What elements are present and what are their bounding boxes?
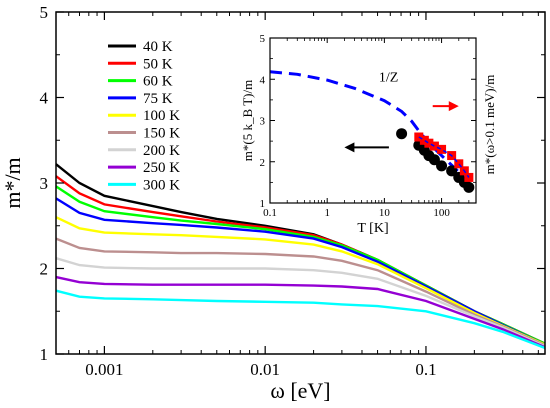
series-line-60-k <box>55 185 546 345</box>
inset-point-square <box>429 141 439 151</box>
legend-label: 250 K <box>143 160 180 176</box>
inset-y-tick-label: 4 <box>260 74 266 86</box>
x-tick-label: 0.01 <box>250 360 280 379</box>
inset-y-tick-label: 5 <box>260 33 266 45</box>
y-tick-label: 3 <box>40 174 49 193</box>
series-line-250-k <box>55 275 546 349</box>
inset-curve-label-1-over-z: 1/Z <box>379 70 398 85</box>
inset-y-tick-label: 3 <box>260 116 266 128</box>
series-line-300-k <box>55 289 546 350</box>
inset-arrow-right-head <box>448 101 459 112</box>
legend-label: 100 K <box>143 108 180 124</box>
inset-series-group <box>269 70 475 193</box>
inset-background <box>270 38 476 203</box>
series-line-75-k <box>55 197 546 346</box>
inset-series-1-over-z <box>269 70 470 183</box>
legend-label: 60 K <box>143 74 173 90</box>
legend-label: 300 K <box>143 177 180 193</box>
main-axis-ticks: 1 2 3 4 5 0.001 0.01 0.1 <box>40 3 545 379</box>
inset-point-circle <box>428 154 440 166</box>
inset-point-square <box>419 135 429 145</box>
inset-y-tick-label: 1 <box>260 198 266 210</box>
inset-x-tick-label: 10 <box>379 207 391 219</box>
main-plot: 1 2 3 4 5 0.001 0.01 0.1 ω [eV] m*/m 40 K50 K 60… <box>0 3 546 403</box>
legend-label: 50 K <box>143 56 173 72</box>
y-tick-label: 4 <box>40 89 49 108</box>
inset-point-circle <box>436 160 448 172</box>
inset-point-square <box>437 144 447 154</box>
series-line-150-k <box>55 237 546 347</box>
legend-label: 200 K <box>143 143 180 159</box>
inset-y-tick-label: 2 <box>260 157 266 169</box>
series-line-200-k <box>55 257 546 348</box>
y-tick-label: 5 <box>40 3 49 22</box>
inset-arrows <box>344 101 459 153</box>
x-tick-label: 0.001 <box>85 360 123 379</box>
inset-x-axis-title: T [K] <box>357 221 388 236</box>
legend-label: 40 K <box>143 39 173 55</box>
inset-point-square <box>454 159 464 169</box>
series-line-100-k <box>55 216 546 346</box>
inset-right-axis-title: m*(ω>0.1 meV)/m <box>482 75 497 175</box>
inset-point-circle <box>396 128 408 140</box>
main-series-group <box>55 163 546 350</box>
y-tick-label: 1 <box>40 345 49 364</box>
legend-label: 75 K <box>143 91 173 107</box>
inset-arrow-left-head <box>344 142 355 153</box>
inset-square-connector <box>418 136 470 178</box>
y-tick-label: 2 <box>40 260 49 279</box>
inset-x-tick-label: 1 <box>324 207 330 219</box>
main-x-axis-title: ω [eV] <box>270 378 330 403</box>
x-tick-label: 0.1 <box>415 360 436 379</box>
inset-x-tick-label: 0.1 <box>263 207 277 219</box>
inset-point-square <box>424 138 434 148</box>
inset-y-axis-title: m*(5 k_B T)/m <box>240 80 255 161</box>
inset-x-tick-label: 100 <box>433 207 450 219</box>
legend-label: 150 K <box>143 126 180 142</box>
main-y-axis-title: m*/m <box>0 157 25 208</box>
inset-point-circle <box>463 181 475 193</box>
